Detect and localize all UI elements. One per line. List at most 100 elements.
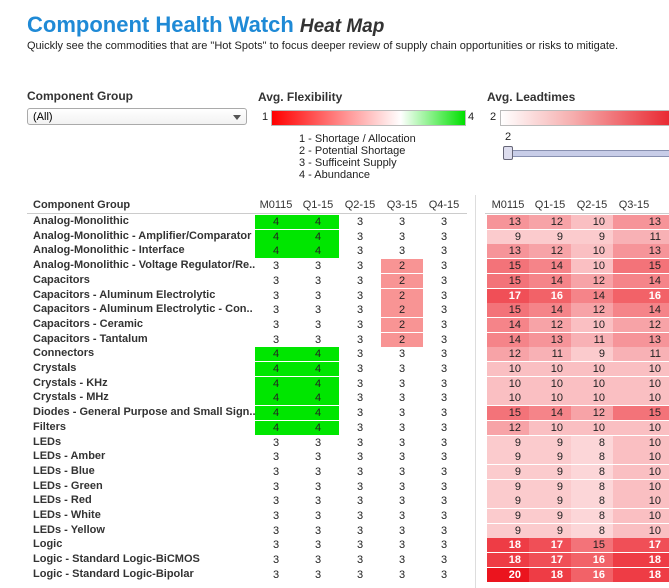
row-label: Analog-Monolithic - Interface xyxy=(33,244,185,257)
slider-track[interactable] xyxy=(508,150,669,157)
heat-cell: 10 xyxy=(613,435,669,450)
heat-cell: 3 xyxy=(339,288,381,303)
slider-handle[interactable] xyxy=(503,146,513,160)
heat-cell: 12 xyxy=(571,273,613,288)
heat-cell: 4 xyxy=(297,406,339,421)
heat-cell: 17 xyxy=(613,538,669,553)
heat-cell: 3 xyxy=(339,244,381,259)
heat-cell: 3 xyxy=(297,317,339,332)
heat-cell: 8 xyxy=(571,464,613,479)
row-label: Capacitors - Ceramic xyxy=(33,317,144,330)
heat-cell: 3 xyxy=(339,494,381,509)
legend-min: 1 xyxy=(262,111,269,123)
heat-cell: 4 xyxy=(297,347,339,362)
divider xyxy=(475,195,476,588)
heat-cell: 3 xyxy=(339,376,381,391)
row-label: Analog-Monolithic xyxy=(33,215,129,227)
heat-cell: 9 xyxy=(487,450,529,465)
heat-cell: 8 xyxy=(571,509,613,523)
row-label: LEDs xyxy=(33,435,62,448)
heat-cell: 8 xyxy=(571,450,613,465)
heat-cell: 9 xyxy=(529,479,571,494)
heat-cell: 3 xyxy=(423,347,465,362)
heat-cell: 3 xyxy=(255,464,297,479)
heat-cell: 3 xyxy=(423,244,465,259)
heat-cell: 3 xyxy=(255,523,297,538)
row-label: Logic - Standard Logic-BiCMOS xyxy=(33,553,200,566)
row-label: Crystals - KHz xyxy=(33,376,108,389)
heat-cell: 18 xyxy=(529,567,571,582)
heat-cell: 3 xyxy=(381,376,423,391)
heat-cell: 10 xyxy=(613,509,669,523)
heat-cell: 3 xyxy=(423,420,465,435)
heat-cell: 3 xyxy=(297,273,339,288)
heat-cell: 14 xyxy=(487,317,529,332)
heat-cell: 15 xyxy=(487,303,529,318)
heat-cell: 4 xyxy=(297,420,339,435)
dropdown[interactable]: (All) xyxy=(27,108,247,125)
heat-cell: 3 xyxy=(339,215,381,229)
heat-cell: 3 xyxy=(423,317,465,332)
heat-cell: 10 xyxy=(571,215,613,229)
heat-cell: 3 xyxy=(339,567,381,582)
heat-cell: 3 xyxy=(423,464,465,479)
heat-cell: 3 xyxy=(339,553,381,568)
column-header: Q2-15 xyxy=(576,199,608,211)
heat-cell: 3 xyxy=(381,523,423,538)
heat-cell: 17 xyxy=(529,553,571,568)
heat-cell: 9 xyxy=(529,435,571,450)
heat-cell: 3 xyxy=(339,523,381,538)
filter-label: Component Group xyxy=(27,89,133,103)
heat-cell: 3 xyxy=(255,317,297,332)
heat-cell: 3 xyxy=(255,479,297,494)
heat-cell: 2 xyxy=(381,288,423,303)
column-header: Q3-15 xyxy=(618,199,650,211)
heat-cell: 3 xyxy=(339,450,381,465)
heat-cell: 3 xyxy=(255,259,297,274)
row-label: LEDs - Blue xyxy=(33,464,95,477)
heat-cell: 3 xyxy=(297,567,339,582)
heat-cell: 3 xyxy=(255,567,297,582)
heat-cell: 18 xyxy=(613,567,669,582)
heat-cell: 14 xyxy=(529,303,571,318)
legend-label: Avg. Flexibility xyxy=(258,90,343,104)
heat-cell: 3 xyxy=(339,303,381,318)
heat-cell: 3 xyxy=(381,391,423,406)
legend-max: 4 xyxy=(468,111,475,123)
heat-cell: 3 xyxy=(423,229,465,244)
heat-cell: 8 xyxy=(571,479,613,494)
row-label: LEDs - Amber xyxy=(33,450,106,463)
heat-cell: 15 xyxy=(571,538,613,553)
title-text: Component Health Watch xyxy=(27,12,294,37)
heat-cell: 10 xyxy=(613,420,669,435)
heat-cell: 8 xyxy=(571,523,613,538)
heat-cell: 3 xyxy=(255,494,297,509)
row-label: Connectors xyxy=(33,347,95,360)
heat-cell: 9 xyxy=(529,509,571,523)
heat-cell: 3 xyxy=(423,435,465,450)
heat-cell: 4 xyxy=(297,391,339,406)
heat-cell: 10 xyxy=(571,391,613,406)
heat-cell: 10 xyxy=(487,391,529,406)
heat-cell: 3 xyxy=(297,303,339,318)
heat-cell: 3 xyxy=(255,288,297,303)
heat-cell: 3 xyxy=(297,464,339,479)
heat-cell: 16 xyxy=(529,288,571,303)
heat-cell: 3 xyxy=(339,435,381,450)
heat-cell: 12 xyxy=(571,303,613,318)
heat-cell: 3 xyxy=(423,406,465,421)
heat-cell: 3 xyxy=(423,303,465,318)
column-header: Q4-15 xyxy=(428,199,460,211)
heat-cell: 3 xyxy=(423,509,465,523)
heat-cell: 4 xyxy=(297,362,339,376)
heat-cell: 10 xyxy=(571,376,613,391)
heat-cell: 9 xyxy=(529,229,571,244)
heat-cell: 2 xyxy=(381,303,423,318)
heat-cell: 3 xyxy=(381,362,423,376)
heat-cell: 3 xyxy=(423,376,465,391)
heat-cell: 3 xyxy=(339,229,381,244)
heat-cell: 13 xyxy=(613,244,669,259)
heat-cell: 9 xyxy=(487,509,529,523)
heat-cell: 3 xyxy=(423,273,465,288)
heat-cell: 3 xyxy=(339,538,381,553)
